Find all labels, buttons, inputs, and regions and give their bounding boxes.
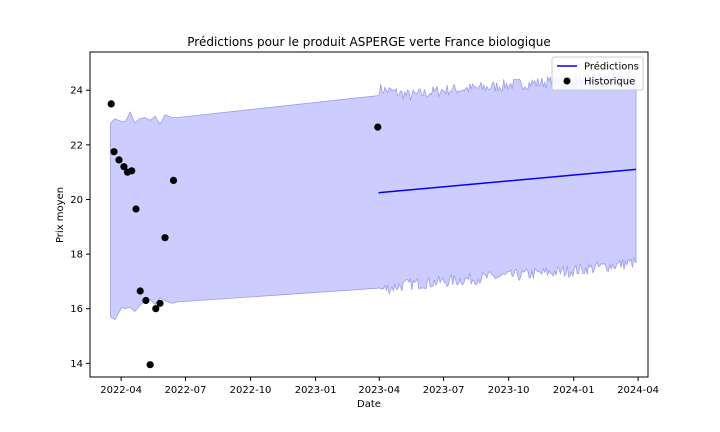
legend-predictions-label: Prédictions (584, 61, 639, 73)
legend-historique-label: Historique (584, 77, 635, 88)
historique-point (169, 176, 178, 184)
x-tick-label: 2023-04 (358, 385, 400, 396)
x-tick-label: 2023-10 (488, 385, 530, 396)
x-axis: 2022-04 2022-07 2022-10 2023-01 2023-04 2023-… (100, 377, 659, 396)
y-tick-label: 20 (70, 195, 83, 206)
historique-point (146, 361, 154, 369)
x-axis-title: Date (357, 399, 381, 410)
historique-point (110, 148, 118, 156)
historique-point (120, 163, 128, 171)
y-tick-label: 24 (70, 86, 83, 97)
y-tick-label: 22 (70, 140, 83, 151)
historique-point (136, 287, 144, 295)
x-tick-label: 2022-07 (165, 385, 207, 396)
chart-title: Prédictions pour le produit ASPERGE vert… (187, 35, 550, 49)
y-tick-label: 14 (70, 359, 83, 370)
historique-point (132, 205, 140, 213)
historique-point (107, 100, 115, 108)
plot-frame (89, 51, 649, 378)
legend-historique-swatch (563, 77, 571, 85)
plot-area (107, 70, 637, 369)
x-tick-label: 2022-10 (230, 385, 272, 396)
y-tick-label: 16 (70, 304, 83, 315)
historique-point (156, 299, 164, 307)
x-tick-label: 2023-01 (295, 385, 337, 396)
x-tick-label: 2023-07 (423, 385, 465, 396)
y-tick-label: 18 (70, 250, 83, 261)
historique-point (142, 296, 150, 305)
x-tick-label: 2024-01 (553, 385, 595, 396)
x-tick-label: 2022-04 (100, 385, 142, 396)
historique-point (128, 167, 136, 175)
uncertainty-band (110, 70, 637, 321)
historique-point (161, 234, 169, 242)
historique-point (115, 156, 123, 164)
x-tick-label: 2024-04 (617, 385, 659, 396)
y-axis: 14 16 18 20 22 24 (70, 86, 90, 370)
predictions-line (378, 168, 637, 194)
historique-point (152, 305, 160, 313)
historique-point (374, 123, 382, 131)
y-axis-title: Prix moyen (55, 187, 66, 243)
legend: Prédictions Historique (551, 56, 644, 91)
